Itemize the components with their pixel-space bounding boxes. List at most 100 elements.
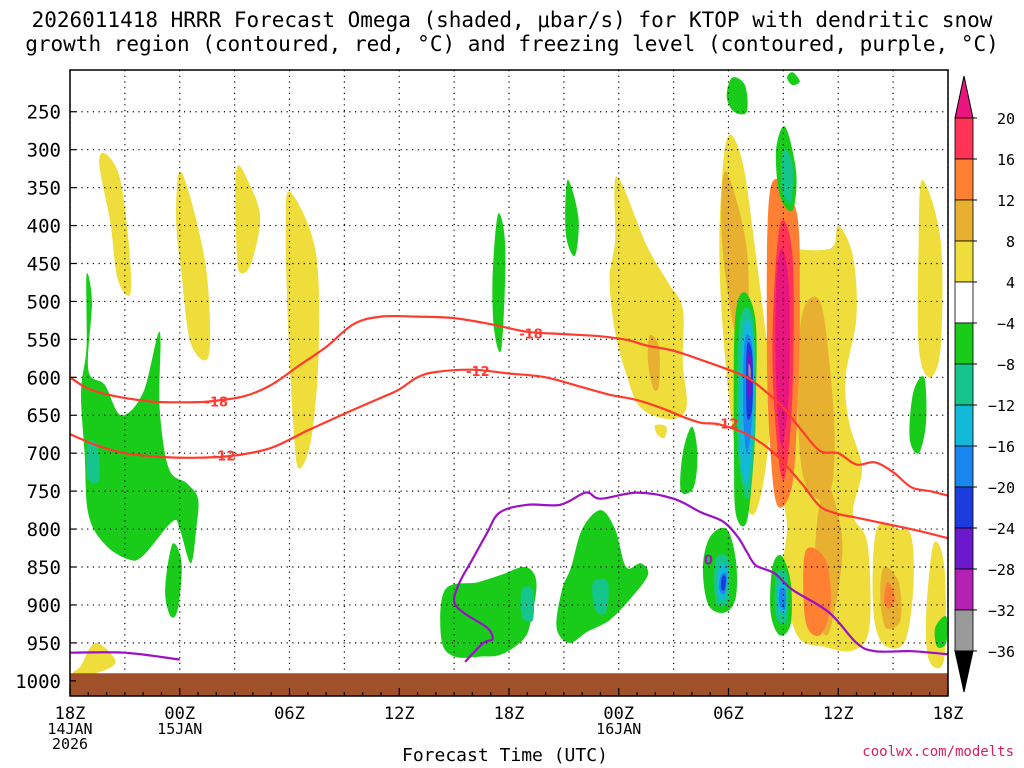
omega-region bbox=[797, 296, 835, 501]
credit-link[interactable]: coolwx.com/modelts bbox=[862, 744, 1014, 760]
x-tick-label: 18Z bbox=[933, 704, 964, 724]
y-tick-label: 950 bbox=[27, 633, 61, 655]
y-tick-label: 550 bbox=[27, 329, 61, 351]
omega-region bbox=[440, 566, 537, 658]
y-tick-label: 850 bbox=[27, 557, 61, 579]
omega-region bbox=[235, 165, 261, 274]
colorbar-segment bbox=[954, 322, 974, 365]
omega-region bbox=[721, 575, 726, 591]
omega-region bbox=[520, 586, 535, 623]
colorbar-segment bbox=[954, 445, 974, 488]
x-axis-label: Forecast Time (UTC) bbox=[402, 745, 608, 766]
colorbar-label: −24 bbox=[988, 520, 1015, 538]
y-tick-label: 800 bbox=[27, 519, 61, 541]
colorbar-segment bbox=[954, 117, 974, 160]
omega-region bbox=[787, 72, 800, 86]
colorbar-segment bbox=[954, 158, 974, 201]
x-tick-label: 00Z bbox=[603, 704, 634, 724]
omega-region bbox=[647, 334, 660, 392]
omega-region bbox=[934, 615, 948, 648]
contour-label: -12 bbox=[212, 449, 236, 464]
omega-region bbox=[775, 248, 790, 446]
colorbar-label: 12 bbox=[997, 192, 1015, 210]
x-tick-label: 16JAN bbox=[596, 720, 641, 738]
x-tick-label: 18Z bbox=[55, 704, 86, 724]
omega-region bbox=[803, 547, 832, 637]
colorbar-segment bbox=[954, 199, 974, 242]
x-tick-label: 12Z bbox=[823, 704, 854, 724]
y-tick-label: 250 bbox=[27, 102, 61, 124]
colorbar-segment bbox=[954, 240, 974, 283]
dendritic-isotherm-contour bbox=[70, 314, 948, 497]
colorbar-label: −32 bbox=[988, 602, 1015, 620]
omega-region bbox=[726, 77, 748, 115]
omega-region bbox=[609, 176, 687, 419]
colorbar-segment bbox=[954, 363, 974, 406]
y-tick-label: 500 bbox=[27, 291, 61, 313]
freezing-level-contour bbox=[70, 651, 180, 661]
omega-region bbox=[592, 578, 609, 615]
x-tick-label: 12Z bbox=[384, 704, 415, 724]
colorbar-label: −16 bbox=[988, 438, 1015, 456]
contour-label: -12 bbox=[466, 365, 490, 380]
omega-region bbox=[883, 582, 896, 609]
omega-region bbox=[909, 375, 927, 454]
contour-label: -18 bbox=[519, 327, 543, 342]
colorbar-label: −20 bbox=[988, 479, 1015, 497]
omega-region bbox=[86, 440, 100, 484]
contour-label: -18 bbox=[205, 396, 229, 411]
omega-region bbox=[99, 152, 132, 296]
x-tick-label: 18Z bbox=[494, 704, 525, 724]
y-tick-label: 700 bbox=[27, 443, 61, 465]
y-tick-label: 750 bbox=[27, 481, 61, 503]
colorbar-top-cap bbox=[954, 75, 974, 119]
x-tick-label: 2026 bbox=[52, 735, 88, 753]
colorbar-segment bbox=[954, 404, 974, 447]
colorbar-label: −36 bbox=[988, 643, 1015, 661]
chart-title-line-2: growth region (contoured, red, °C) and f… bbox=[25, 32, 999, 56]
chart-title-line-1: 2026011418 HRRR Forecast Omega (shaded, … bbox=[31, 8, 993, 32]
omega-region bbox=[748, 363, 751, 379]
y-tick-label: 450 bbox=[27, 253, 61, 275]
y-tick-label: 900 bbox=[27, 595, 61, 617]
omega-region bbox=[73, 642, 116, 675]
omega-region bbox=[779, 587, 786, 610]
colorbar-label: −28 bbox=[988, 561, 1015, 579]
omega-region bbox=[917, 180, 943, 378]
colorbar-label: −8 bbox=[997, 356, 1015, 374]
pressure-axis: 250 300 350 400 450 500 550 600 650 700 750 800 850 9… bbox=[15, 102, 76, 693]
y-tick-label: 600 bbox=[27, 367, 61, 389]
y-tick-label: 1000 bbox=[15, 671, 61, 693]
omega-region bbox=[165, 543, 182, 618]
colorbar-segment bbox=[954, 609, 974, 652]
contour-label: -12 bbox=[715, 418, 739, 433]
colorbar-segment bbox=[954, 527, 974, 570]
colorbar-segment bbox=[954, 568, 974, 611]
colorbar-segment bbox=[954, 281, 974, 324]
colorbar-label: 20 bbox=[997, 110, 1015, 128]
y-tick-label: 300 bbox=[27, 140, 61, 162]
colorbar-label: −12 bbox=[988, 397, 1015, 415]
contour-lines bbox=[70, 314, 948, 663]
omega-region bbox=[176, 171, 211, 361]
omega-colorbar: 20 16 12 8 4 −4 −8 −12 −16 −20 −24 −28 −32 −36 bbox=[954, 75, 1015, 693]
omega-region bbox=[781, 148, 793, 204]
y-tick-label: 650 bbox=[27, 405, 61, 427]
colorbar-label: 4 bbox=[1006, 274, 1015, 292]
omega-region bbox=[654, 424, 667, 439]
omega-regions bbox=[73, 72, 948, 675]
grid-lines bbox=[69, 70, 949, 696]
y-tick-label: 400 bbox=[27, 216, 61, 238]
colorbar-bottom-cap bbox=[954, 650, 974, 693]
x-tick-label: 00Z bbox=[164, 704, 195, 724]
x-tick-label: 06Z bbox=[274, 704, 305, 724]
omega-region bbox=[285, 191, 320, 469]
y-tick-label: 350 bbox=[27, 178, 61, 200]
x-tick-label: 15JAN bbox=[157, 720, 202, 738]
omega-region bbox=[680, 426, 698, 495]
omega-region bbox=[565, 179, 579, 257]
omega-region bbox=[492, 213, 506, 353]
x-tick-label: 14JAN bbox=[47, 720, 92, 738]
contour-labels: -18 -12 -18 -12 -12 0 bbox=[205, 327, 739, 568]
